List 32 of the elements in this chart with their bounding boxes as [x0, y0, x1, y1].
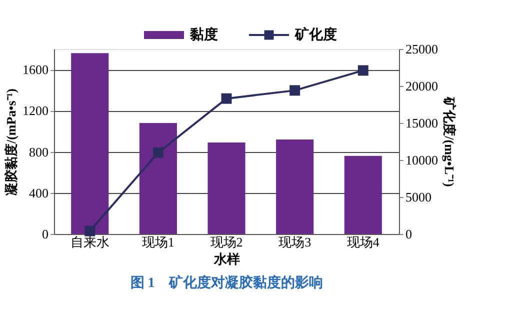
y-tick-label: 0 — [42, 226, 48, 242]
y2-tick-label: 0 — [406, 226, 412, 242]
caption: 图 1 矿化度对凝胶黏度的影响 — [130, 274, 323, 291]
y-tick-label: 800 — [29, 144, 48, 160]
y2-axis-title: 矿化度/(mg•L⁻¹) — [442, 96, 457, 187]
point — [84, 226, 96, 236]
y2-tick-label: 15000 — [406, 116, 438, 130]
legend-label: 黏度 — [189, 26, 218, 43]
y2-tick-label: 5000 — [406, 190, 432, 204]
y-tick-label: 1200 — [22, 103, 48, 118]
bar — [71, 53, 109, 234]
x-tick-label: 现场4 — [346, 234, 380, 250]
x-tick-label: 自来水 — [70, 234, 110, 250]
bar — [344, 156, 382, 234]
x-axis-title: 水样 — [213, 252, 240, 266]
x-tick-label: 现场1 — [142, 234, 174, 250]
y2-tick-label: 20000 — [406, 78, 438, 94]
y-tick-label: 1600 — [22, 62, 48, 78]
bar — [276, 139, 314, 234]
y2-tick-label: 10000 — [406, 152, 438, 168]
legend-label: 矿化度 — [294, 26, 337, 43]
point — [290, 85, 300, 96]
point — [221, 93, 232, 104]
bar — [208, 142, 246, 234]
x-tick-label: 现场2 — [210, 234, 243, 250]
y-tick-label: 400 — [29, 185, 48, 200]
point — [152, 147, 164, 158]
bar — [139, 123, 177, 234]
point — [358, 65, 368, 76]
y-axis-title: 凝胶黏度/(mPa•s⁻¹) — [4, 88, 18, 196]
y2-tick-label: 25000 — [406, 42, 438, 56]
x-tick-label: 现场3 — [278, 234, 312, 250]
